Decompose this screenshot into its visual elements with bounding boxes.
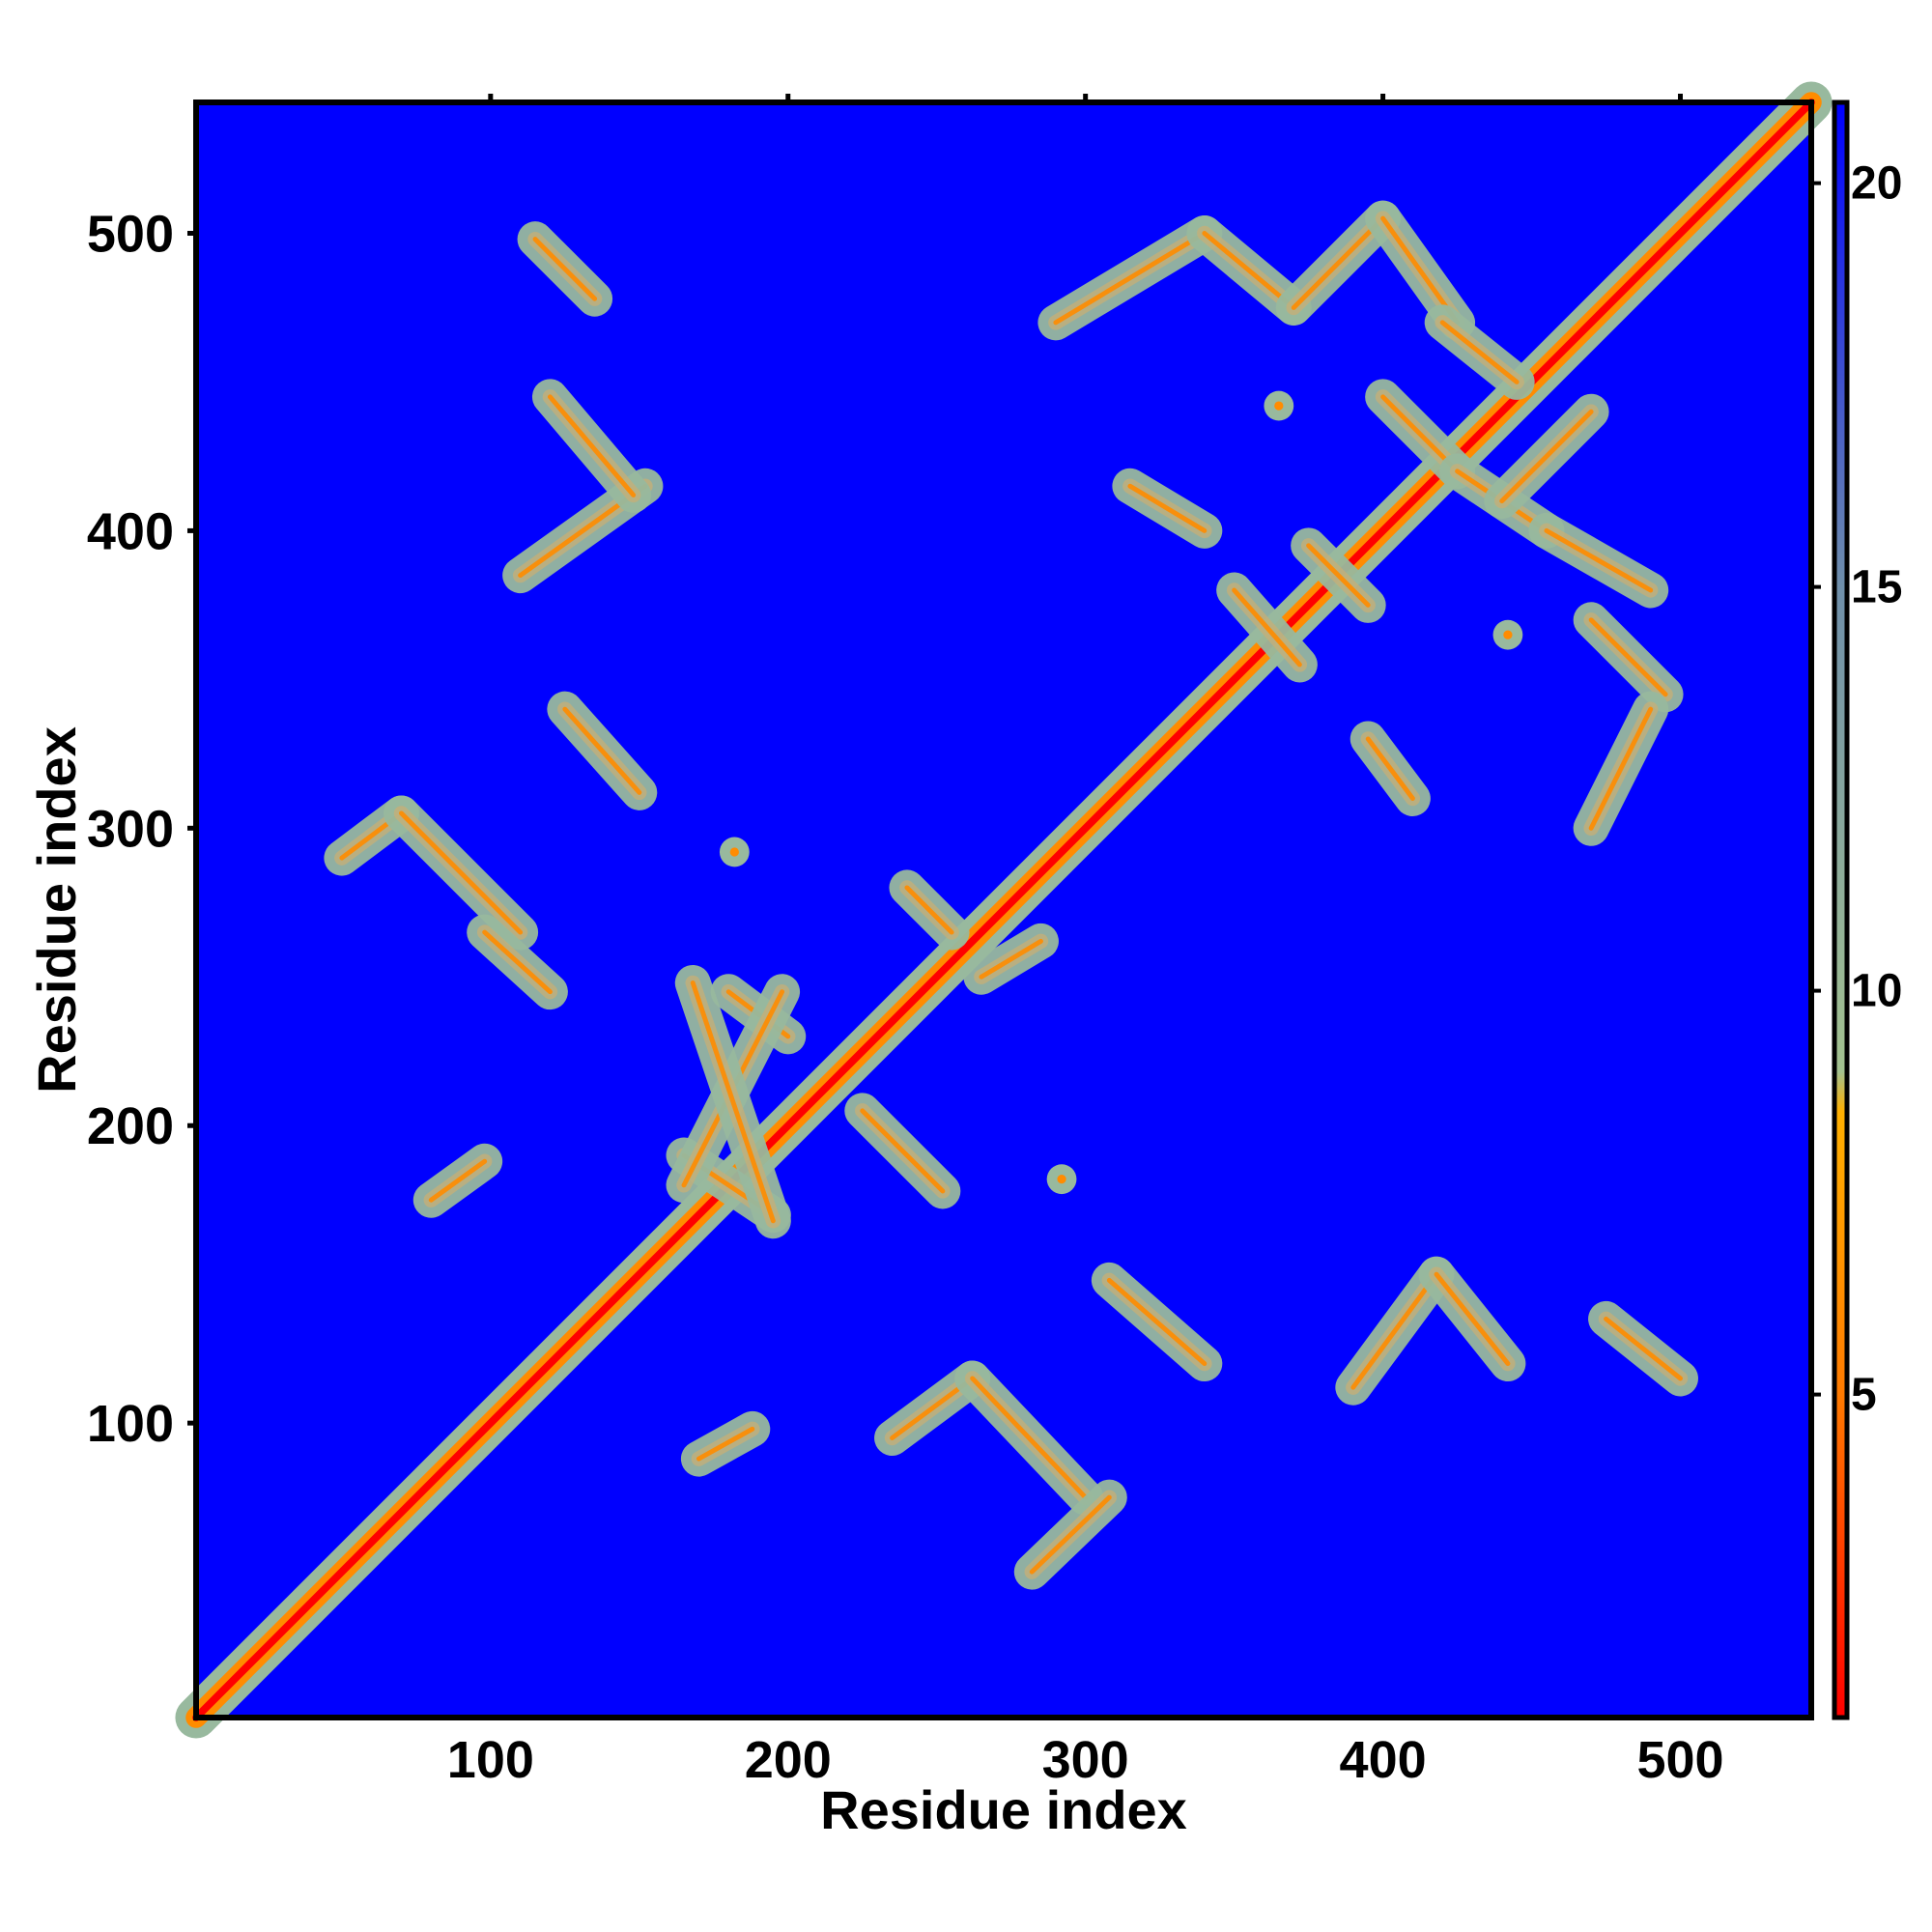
colorbar-tick-label: 15 <box>1851 562 1902 613</box>
contact-core <box>1588 706 1654 831</box>
contact-core <box>1365 736 1415 801</box>
contact-spot-core <box>1274 401 1284 411</box>
contact-core <box>1029 1494 1112 1575</box>
y-tick-label: 500 <box>87 205 174 263</box>
y-axis-ticks: 100 200 300 400 500 <box>87 205 196 1453</box>
x-axis-ticks: 100 200 300 400 500 <box>447 94 1724 1789</box>
x-axis-title: Residue index <box>820 1779 1187 1840</box>
contact-spot-core <box>729 847 739 857</box>
colorbar-tick-label: 5 <box>1851 1370 1877 1421</box>
contact-core <box>547 394 637 497</box>
contact-core <box>1232 587 1302 668</box>
x-tick-label: 200 <box>745 1731 832 1789</box>
y-tick-label: 400 <box>87 502 174 560</box>
contact-regions <box>175 81 1833 1739</box>
contact-core <box>428 1158 488 1203</box>
diagonal-core <box>192 99 1815 1721</box>
y-tick-label: 300 <box>87 800 174 858</box>
contact-core <box>1604 1316 1683 1381</box>
plot-frame <box>193 99 1814 1720</box>
contact-core <box>1053 231 1208 326</box>
colorbar-tick-label: 10 <box>1851 966 1902 1017</box>
contact-core <box>399 810 524 935</box>
contact-spot-core <box>1057 1175 1066 1184</box>
contact-core <box>979 938 1043 980</box>
y-tick-label: 100 <box>87 1395 174 1453</box>
contact-core <box>1439 320 1520 384</box>
contact-core <box>690 980 776 1224</box>
contact-core <box>1127 483 1208 533</box>
contact-core <box>1588 617 1668 697</box>
x-tick-label: 400 <box>1340 1731 1427 1789</box>
colorbar-ticks: 5 10 15 20 <box>1813 158 1902 1421</box>
contact-core <box>562 706 642 795</box>
x-tick-label: 100 <box>447 1731 534 1789</box>
contact-core <box>1499 409 1594 504</box>
y-tick-label: 200 <box>87 1097 174 1155</box>
contact-core <box>532 237 598 301</box>
contact-core <box>1202 231 1296 310</box>
contact-spot-core <box>1503 630 1513 639</box>
contact-core <box>482 929 553 995</box>
contact-core <box>904 885 954 935</box>
contact-core <box>1291 215 1386 310</box>
contact-core <box>1350 1271 1439 1390</box>
contact-core <box>1106 1277 1208 1367</box>
contact-core <box>860 1108 946 1194</box>
y-axis-title: Residue index <box>26 726 87 1094</box>
contact-core <box>1306 543 1371 608</box>
contact-core <box>696 1426 755 1462</box>
colorbar-tick-label: 20 <box>1851 158 1902 210</box>
contact-core <box>1434 1271 1511 1367</box>
contact-core <box>970 1376 1089 1500</box>
contact-core <box>1544 527 1654 593</box>
colorbar <box>1832 99 1850 1720</box>
x-tick-label: 500 <box>1636 1731 1723 1789</box>
x-tick-label: 300 <box>1042 1731 1129 1789</box>
